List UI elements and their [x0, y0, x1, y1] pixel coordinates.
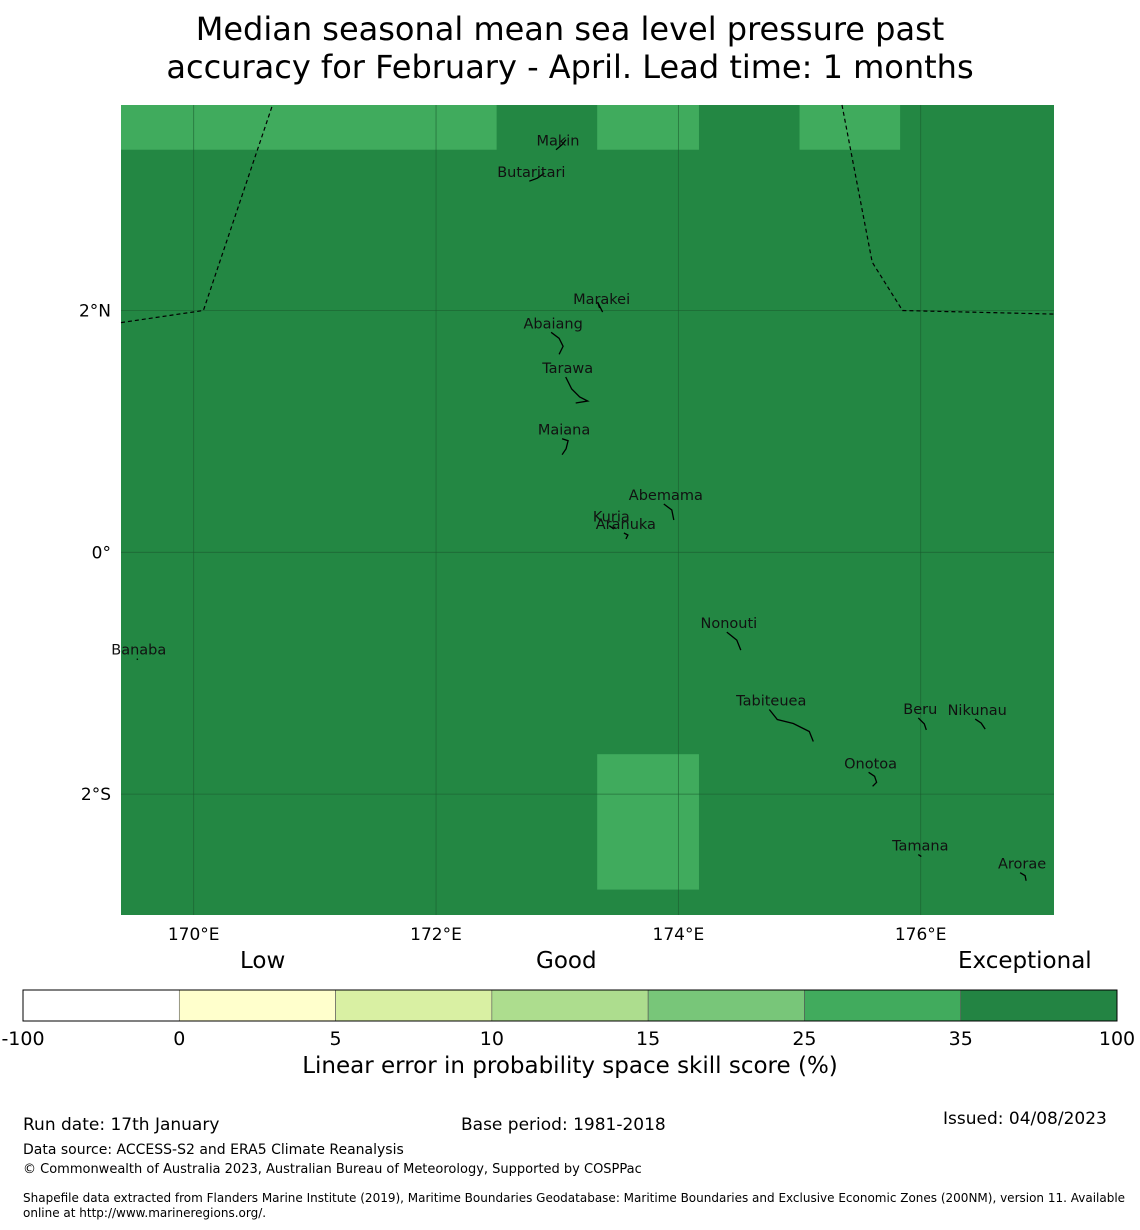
- colorbar-segment: [960, 989, 1118, 1022]
- island-outline: [550, 331, 564, 355]
- island-outline: [768, 709, 814, 742]
- lon-tick-label: 172°E: [410, 925, 462, 945]
- run-date: Run date: 17th January: [23, 1115, 220, 1135]
- chart-title: Median seasonal mean sea level pressure …: [0, 10, 1140, 86]
- island-outline: [608, 525, 616, 530]
- lat-tick-label: 0°: [92, 543, 111, 563]
- lon-tick-label: 174°E: [653, 925, 705, 945]
- island-outline: [726, 631, 742, 651]
- island-outline: [623, 532, 629, 540]
- colorbar-tick-label: 5: [330, 1028, 342, 1050]
- island-outline: [917, 854, 922, 858]
- colorbar-segment: [335, 989, 493, 1022]
- island-label: Tamana: [891, 839, 948, 855]
- island-outline: [1019, 872, 1027, 881]
- base-period: Base period: 1981-2018: [461, 1115, 666, 1135]
- island-label: Nikunau: [948, 703, 1007, 719]
- title-line-1: Median seasonal mean sea level pressure …: [195, 10, 945, 48]
- island-outline: [974, 718, 986, 730]
- colorbar-tick-label: 15: [636, 1028, 660, 1050]
- shapefile-credit-line-1: Shapefile data extracted from Flanders M…: [23, 1191, 1126, 1205]
- lon-tick-label: 170°E: [168, 925, 220, 945]
- copyright: © Commonwealth of Australia 2023, Austra…: [23, 1162, 642, 1177]
- colorbar-tick-label: -100: [1, 1028, 44, 1050]
- issued-date: Issued: 04/08/2023: [943, 1109, 1107, 1129]
- colorbar-segment: [491, 989, 649, 1022]
- island-outline: [917, 717, 927, 731]
- island-label: Abaiang: [523, 316, 582, 332]
- colorbar-tick-label: 10: [480, 1028, 504, 1050]
- lat-tick-label: 2°N: [79, 302, 111, 322]
- skill-cell-3: [597, 754, 699, 890]
- colorbar-tick-label: 35: [949, 1028, 973, 1050]
- island-label: Makin: [536, 134, 579, 150]
- island-label: Abemama: [629, 488, 703, 504]
- island-label: Nonouti: [701, 616, 758, 632]
- skill-cell-2: [799, 105, 901, 150]
- island-label: Aranuka: [596, 517, 656, 533]
- skill-cell-1: [597, 105, 699, 150]
- colorbar-tick-label: 25: [792, 1028, 816, 1050]
- colorbar-axis-label: Linear error in probability space skill …: [302, 1053, 838, 1079]
- island-label: Tarawa: [541, 361, 593, 377]
- island-outline: [136, 658, 139, 661]
- island-outline: [529, 172, 545, 182]
- lat-tick-label: 2°S: [81, 785, 111, 805]
- island-outline: [596, 301, 604, 313]
- island-label: Marakei: [573, 292, 630, 308]
- island-label: Banaba: [111, 643, 166, 659]
- island-label: Tabiteuea: [735, 693, 806, 709]
- colorbar-segment: [178, 989, 336, 1022]
- title-line-2: accuracy for February - April. Lead time…: [166, 48, 974, 86]
- colorbar-tick-label: 0: [173, 1028, 185, 1050]
- eez-boundary-west: [120, 104, 274, 324]
- eez-boundary-east: [841, 104, 1055, 315]
- island-label: Beru: [903, 702, 937, 718]
- shapefile-credit-line-2: online at http://www.marineregions.org/.: [23, 1206, 267, 1220]
- island-label: Butaritari: [497, 165, 565, 181]
- colorbar-segment: [22, 989, 180, 1022]
- colorbar-frame: [22, 989, 1118, 1022]
- map-skill-background: [121, 105, 1054, 915]
- island-label: Onotoa: [844, 756, 897, 772]
- island-outline: [868, 771, 878, 787]
- island-outline: [565, 376, 590, 404]
- skill-cell-0: [121, 105, 497, 150]
- colorbar-tick-label: 100: [1099, 1028, 1135, 1050]
- island-label: Kuria: [593, 510, 630, 526]
- data-source: Data source: ACCESS-S2 and ERA5 Climate …: [23, 1142, 404, 1158]
- lon-tick-label: 176°E: [895, 925, 947, 945]
- colorbar-segment: [804, 989, 962, 1022]
- colorbar-category-exceptional: Exceptional: [958, 948, 1092, 974]
- colorbar-segment: [647, 989, 805, 1022]
- island-outline: [561, 438, 569, 456]
- island-label: Arorae: [998, 857, 1046, 873]
- island-outline: [555, 139, 567, 151]
- island-outline: [663, 503, 675, 521]
- colorbar-category-good: Good: [536, 948, 597, 974]
- colorbar-category-low: Low: [240, 948, 286, 974]
- island-label: Maiana: [538, 423, 590, 439]
